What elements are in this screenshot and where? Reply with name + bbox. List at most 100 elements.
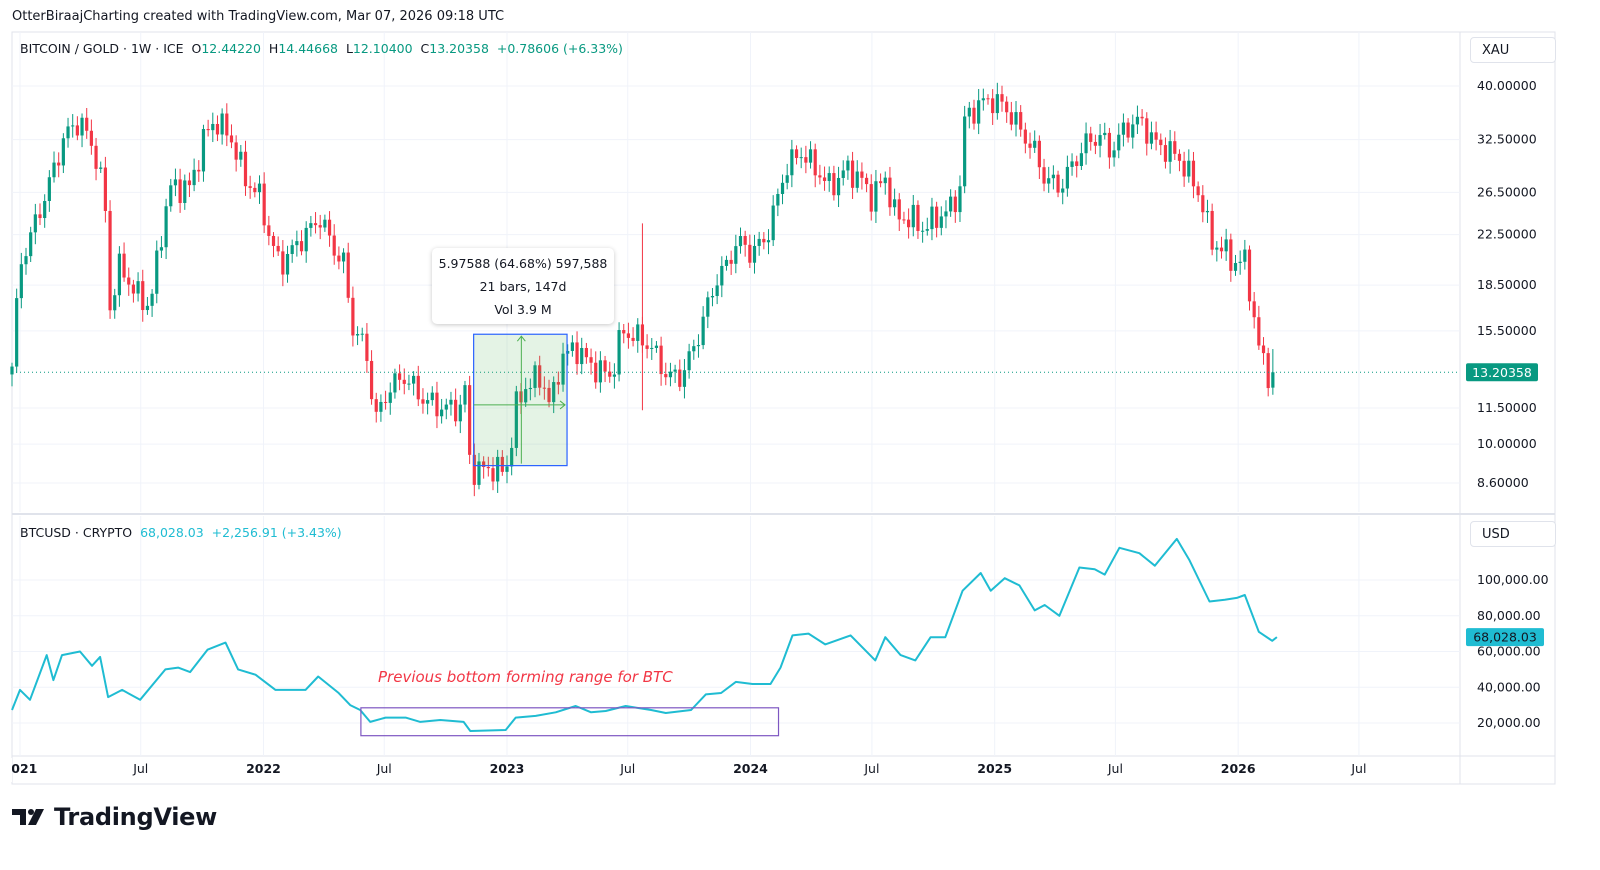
candle-body [785, 175, 789, 183]
candle-body [836, 177, 841, 196]
candle-body [281, 251, 285, 275]
candle-body [1056, 174, 1060, 193]
price-tick-label: 26.50000 [1477, 184, 1537, 199]
candle-body [977, 100, 981, 124]
candle-body [547, 387, 551, 403]
candle-body [986, 98, 990, 100]
candle-body [575, 342, 579, 365]
candle-body [122, 253, 126, 278]
candle-body [608, 371, 612, 377]
candle-body [542, 387, 546, 389]
candle-body [472, 454, 476, 485]
candle-body [192, 169, 196, 186]
candle-body [463, 385, 467, 405]
candle-body [799, 157, 803, 159]
candle-body [1047, 178, 1051, 184]
candle-body [257, 183, 262, 193]
candle-body [743, 236, 747, 245]
price-tick-label: 20,000.00 [1477, 715, 1541, 730]
high-value: 14.44668 [278, 41, 338, 56]
measure-bars: 21 bars, 147d [479, 279, 567, 294]
candle-body [1261, 345, 1266, 354]
candle-body [1247, 249, 1252, 302]
brand-name: TradingView [54, 803, 217, 831]
candle-body [1014, 112, 1018, 125]
candle-body [99, 167, 103, 169]
candle-body [323, 219, 327, 228]
candle-body [528, 387, 532, 390]
open-label: O [191, 41, 202, 56]
candle-body [818, 175, 822, 178]
candle-body [10, 366, 14, 375]
time-tick-label: Jul [619, 761, 635, 776]
last-price-badge [1466, 363, 1538, 382]
candle-body [907, 219, 911, 228]
candle-body [1224, 239, 1228, 252]
candle-body [1070, 161, 1074, 167]
candle-body [654, 345, 659, 348]
annotation-text[interactable]: Previous bottom forming range for BTC [378, 668, 673, 686]
candle-body [430, 392, 434, 401]
sub-change: +2,256.91 (+3.43%) [211, 525, 342, 540]
candle-body [239, 151, 243, 160]
time-tick-label: Jul [1107, 761, 1123, 776]
candle-body [958, 186, 962, 213]
candle-body [80, 117, 84, 136]
candle-body [337, 255, 341, 262]
low-value: 12.10400 [352, 41, 413, 56]
price-tick-label: 10.00000 [1477, 436, 1537, 451]
candle-body [1140, 116, 1144, 119]
candle-body [757, 238, 761, 246]
candle-body [360, 333, 364, 335]
candle-body [869, 184, 873, 212]
candle-body [949, 196, 953, 212]
candle-body [510, 447, 514, 467]
candle-body [524, 389, 528, 403]
candle-body [738, 236, 743, 247]
price-tick-label: 40.00000 [1477, 78, 1537, 93]
candle-body [552, 382, 556, 403]
currency-unit-usd[interactable]: USD [1470, 521, 1556, 547]
last-price-label: 13.20358 [1472, 365, 1532, 380]
candle-body [211, 123, 215, 131]
candle-body [659, 345, 663, 375]
candle-body [1243, 249, 1247, 262]
candle-body [201, 129, 206, 172]
candle-body [911, 204, 915, 228]
candle-body [710, 295, 715, 298]
change-value: +0.78606 (+6.33%) [496, 41, 623, 56]
candle-body [440, 409, 444, 417]
currency-unit-xau[interactable]: XAU [1470, 37, 1556, 63]
candle-body [1005, 101, 1009, 113]
candle-body [299, 241, 304, 252]
candle-body [393, 373, 397, 393]
price-tick-label: 15.50000 [1477, 323, 1537, 338]
candle-body [692, 346, 696, 352]
candle-body [341, 252, 346, 262]
btc-price-line [11, 537, 1278, 732]
candle-body [1051, 174, 1055, 179]
candle-body [220, 113, 224, 135]
candle-body [285, 253, 290, 275]
candle-body [790, 149, 794, 176]
candle-body [71, 125, 75, 127]
candle-body [127, 277, 131, 285]
btc-last-price-label: 68,028.03 [1473, 630, 1537, 645]
candle-body [925, 229, 929, 231]
main-symbol: BITCOIN / GOLD · 1W · ICE [20, 41, 184, 56]
candle-body [766, 240, 771, 243]
candle-body [897, 199, 901, 220]
candle-body [444, 404, 448, 410]
candle-body [636, 324, 640, 341]
measure-box [473, 333, 568, 467]
price-axes: 40.00000 32.50000 26.50000 22.50000 18.50000… [0, 78, 1549, 782]
candle-body [271, 235, 276, 246]
candle-body [1229, 239, 1233, 271]
candle-body [1210, 210, 1214, 250]
candle-body [682, 370, 687, 387]
candle-body [1182, 160, 1186, 177]
axis-clip [0, 758, 12, 782]
candle-body [1257, 317, 1261, 346]
candle-body [706, 297, 710, 317]
